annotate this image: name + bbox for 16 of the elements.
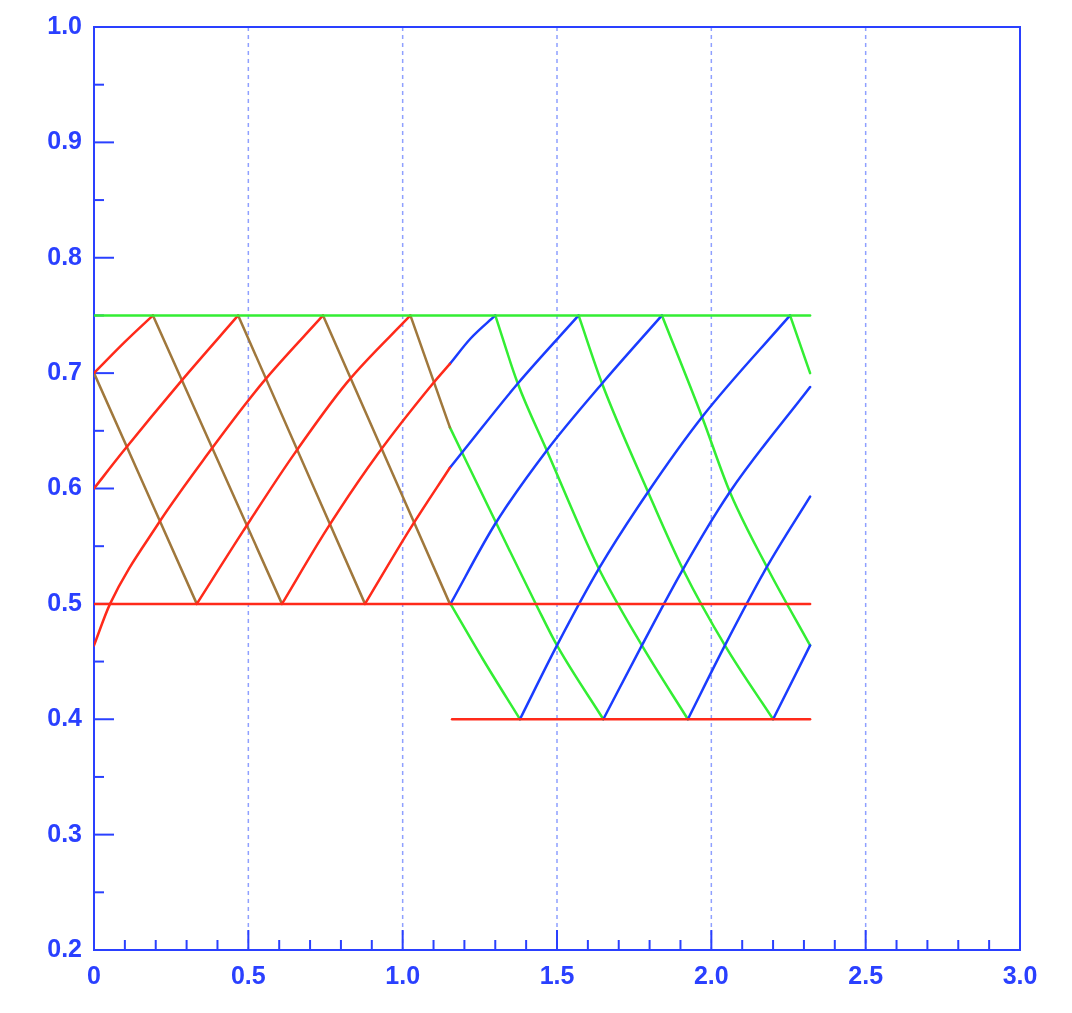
y-tick-label: 0.2 xyxy=(47,933,82,962)
x-tick-label: 3.0 xyxy=(1002,960,1038,989)
x-tick-label: 0 xyxy=(87,960,101,989)
y-tick-label: 0.3 xyxy=(47,818,82,847)
y-tick-label: 0.8 xyxy=(47,241,83,270)
y-tick-label: 0.5 xyxy=(47,587,83,616)
x-tick-label: 0.5 xyxy=(230,960,266,989)
x-tick-label: 1.0 xyxy=(385,960,421,989)
y-tick-label: 1.0 xyxy=(47,10,82,39)
y-tick-label: 0.9 xyxy=(47,126,82,155)
y-tick-label: 0.7 xyxy=(47,357,82,386)
x-tick-label: 2.0 xyxy=(693,960,729,989)
x-tick-label: 1.5 xyxy=(539,960,575,989)
x-tick-label: 2.5 xyxy=(848,960,884,989)
y-tick-label: 0.6 xyxy=(47,472,82,501)
y-tick-label: 0.4 xyxy=(47,703,83,732)
